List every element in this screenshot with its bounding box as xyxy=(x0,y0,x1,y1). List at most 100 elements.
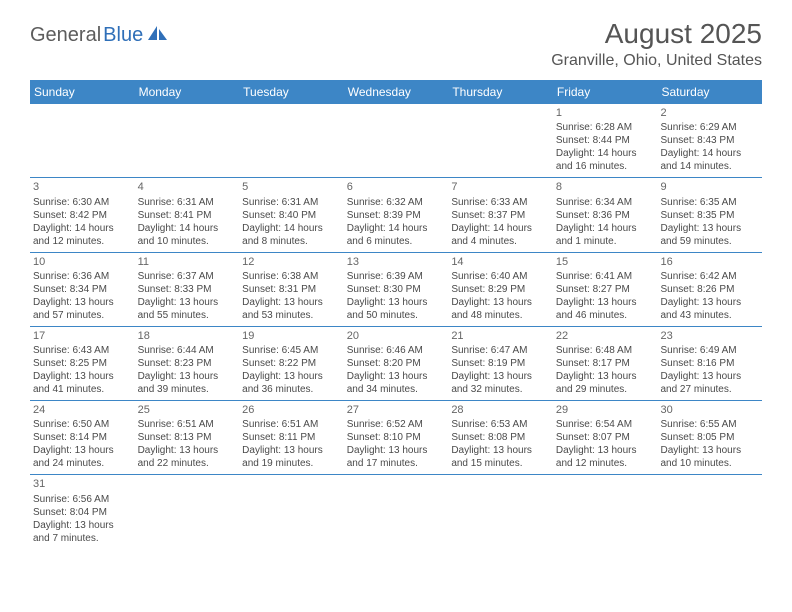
sunset-text: Sunset: 8:40 PM xyxy=(242,209,341,222)
logo-text-general: General xyxy=(30,24,101,47)
sunrise-text: Sunrise: 6:45 AM xyxy=(242,344,341,357)
daylight2-text: and 36 minutes. xyxy=(242,383,341,396)
daylight2-text: and 14 minutes. xyxy=(660,160,759,173)
daylight2-text: and 7 minutes. xyxy=(33,532,132,545)
daylight2-text: and 1 minute. xyxy=(556,235,655,248)
sunrise-text: Sunrise: 6:31 AM xyxy=(242,196,341,209)
day-number: 17 xyxy=(33,329,132,343)
empty-day-cell xyxy=(448,475,553,548)
day-number: 10 xyxy=(33,255,132,269)
weekday-header: Friday xyxy=(553,80,658,104)
daylight1-text: Daylight: 13 hours xyxy=(138,296,237,309)
sunrise-text: Sunrise: 6:30 AM xyxy=(33,196,132,209)
daylight1-text: Daylight: 13 hours xyxy=(347,444,446,457)
day-cell: 7Sunrise: 6:33 AMSunset: 8:37 PMDaylight… xyxy=(448,178,553,251)
daylight2-text: and 17 minutes. xyxy=(347,457,446,470)
daylight1-text: Daylight: 14 hours xyxy=(347,222,446,235)
daylight1-text: Daylight: 13 hours xyxy=(451,370,550,383)
day-cell: 8Sunrise: 6:34 AMSunset: 8:36 PMDaylight… xyxy=(553,178,658,251)
daylight2-text: and 6 minutes. xyxy=(347,235,446,248)
sunrise-text: Sunrise: 6:31 AM xyxy=(138,196,237,209)
sunset-text: Sunset: 8:14 PM xyxy=(33,431,132,444)
day-cell: 12Sunrise: 6:38 AMSunset: 8:31 PMDayligh… xyxy=(239,253,344,326)
day-number: 22 xyxy=(556,329,655,343)
sunrise-text: Sunrise: 6:36 AM xyxy=(33,270,132,283)
daylight2-text: and 48 minutes. xyxy=(451,309,550,322)
day-cell: 25Sunrise: 6:51 AMSunset: 8:13 PMDayligh… xyxy=(135,401,240,474)
daylight2-text: and 19 minutes. xyxy=(242,457,341,470)
daylight1-text: Daylight: 13 hours xyxy=(33,296,132,309)
day-cell: 20Sunrise: 6:46 AMSunset: 8:20 PMDayligh… xyxy=(344,327,449,400)
daylight1-text: Daylight: 13 hours xyxy=(556,370,655,383)
sunset-text: Sunset: 8:07 PM xyxy=(556,431,655,444)
sunrise-text: Sunrise: 6:39 AM xyxy=(347,270,446,283)
day-cell: 1Sunrise: 6:28 AMSunset: 8:44 PMDaylight… xyxy=(553,104,658,177)
sunrise-text: Sunrise: 6:56 AM xyxy=(33,493,132,506)
sunrise-text: Sunrise: 6:50 AM xyxy=(33,418,132,431)
sunrise-text: Sunrise: 6:34 AM xyxy=(556,196,655,209)
location-subtitle: Granville, Ohio, United States xyxy=(551,52,762,70)
sunset-text: Sunset: 8:25 PM xyxy=(33,357,132,370)
day-cell: 27Sunrise: 6:52 AMSunset: 8:10 PMDayligh… xyxy=(344,401,449,474)
title-block: August 2025 Granville, Ohio, United Stat… xyxy=(551,18,762,70)
day-number: 2 xyxy=(660,106,759,120)
daylight2-text: and 55 minutes. xyxy=(138,309,237,322)
logo-text-blue: Blue xyxy=(103,24,143,47)
daylight2-text: and 10 minutes. xyxy=(660,457,759,470)
sunset-text: Sunset: 8:33 PM xyxy=(138,283,237,296)
day-cell: 29Sunrise: 6:54 AMSunset: 8:07 PMDayligh… xyxy=(553,401,658,474)
weekday-header: Tuesday xyxy=(239,80,344,104)
weekday-header: Monday xyxy=(135,80,240,104)
day-cell: 14Sunrise: 6:40 AMSunset: 8:29 PMDayligh… xyxy=(448,253,553,326)
week-row: 10Sunrise: 6:36 AMSunset: 8:34 PMDayligh… xyxy=(30,253,762,327)
day-cell: 2Sunrise: 6:29 AMSunset: 8:43 PMDaylight… xyxy=(657,104,762,177)
daylight1-text: Daylight: 14 hours xyxy=(556,147,655,160)
empty-day-cell xyxy=(135,475,240,548)
day-number: 19 xyxy=(242,329,341,343)
week-row: 3Sunrise: 6:30 AMSunset: 8:42 PMDaylight… xyxy=(30,178,762,252)
day-number: 25 xyxy=(138,403,237,417)
sunset-text: Sunset: 8:13 PM xyxy=(138,431,237,444)
day-number: 31 xyxy=(33,477,132,491)
day-cell: 24Sunrise: 6:50 AMSunset: 8:14 PMDayligh… xyxy=(30,401,135,474)
daylight1-text: Daylight: 13 hours xyxy=(347,370,446,383)
day-cell: 4Sunrise: 6:31 AMSunset: 8:41 PMDaylight… xyxy=(135,178,240,251)
day-cell: 16Sunrise: 6:42 AMSunset: 8:26 PMDayligh… xyxy=(657,253,762,326)
sunset-text: Sunset: 8:39 PM xyxy=(347,209,446,222)
sunset-text: Sunset: 8:34 PM xyxy=(33,283,132,296)
daylight2-text: and 8 minutes. xyxy=(242,235,341,248)
week-row: 24Sunrise: 6:50 AMSunset: 8:14 PMDayligh… xyxy=(30,401,762,475)
day-number: 3 xyxy=(33,180,132,194)
sunset-text: Sunset: 8:36 PM xyxy=(556,209,655,222)
logo: GeneralBlue xyxy=(30,18,169,47)
day-cell: 5Sunrise: 6:31 AMSunset: 8:40 PMDaylight… xyxy=(239,178,344,251)
week-row: 17Sunrise: 6:43 AMSunset: 8:25 PMDayligh… xyxy=(30,327,762,401)
sunset-text: Sunset: 8:31 PM xyxy=(242,283,341,296)
sunset-text: Sunset: 8:16 PM xyxy=(660,357,759,370)
daylight1-text: Daylight: 13 hours xyxy=(660,222,759,235)
daylight2-text: and 59 minutes. xyxy=(660,235,759,248)
sunrise-text: Sunrise: 6:49 AM xyxy=(660,344,759,357)
day-number: 23 xyxy=(660,329,759,343)
sunrise-text: Sunrise: 6:38 AM xyxy=(242,270,341,283)
daylight2-text: and 39 minutes. xyxy=(138,383,237,396)
daylight1-text: Daylight: 13 hours xyxy=(347,296,446,309)
week-row: 1Sunrise: 6:28 AMSunset: 8:44 PMDaylight… xyxy=(30,104,762,178)
weekday-header: Wednesday xyxy=(344,80,449,104)
daylight2-text: and 10 minutes. xyxy=(138,235,237,248)
day-number: 11 xyxy=(138,255,237,269)
daylight2-text: and 24 minutes. xyxy=(33,457,132,470)
day-number: 4 xyxy=(138,180,237,194)
day-cell: 26Sunrise: 6:51 AMSunset: 8:11 PMDayligh… xyxy=(239,401,344,474)
sunrise-text: Sunrise: 6:54 AM xyxy=(556,418,655,431)
daylight2-text: and 53 minutes. xyxy=(242,309,341,322)
sunset-text: Sunset: 8:04 PM xyxy=(33,506,132,519)
daylight1-text: Daylight: 13 hours xyxy=(138,444,237,457)
sunrise-text: Sunrise: 6:33 AM xyxy=(451,196,550,209)
day-cell: 30Sunrise: 6:55 AMSunset: 8:05 PMDayligh… xyxy=(657,401,762,474)
daylight1-text: Daylight: 14 hours xyxy=(556,222,655,235)
sunset-text: Sunset: 8:43 PM xyxy=(660,134,759,147)
sunrise-text: Sunrise: 6:53 AM xyxy=(451,418,550,431)
sunrise-text: Sunrise: 6:35 AM xyxy=(660,196,759,209)
day-number: 5 xyxy=(242,180,341,194)
